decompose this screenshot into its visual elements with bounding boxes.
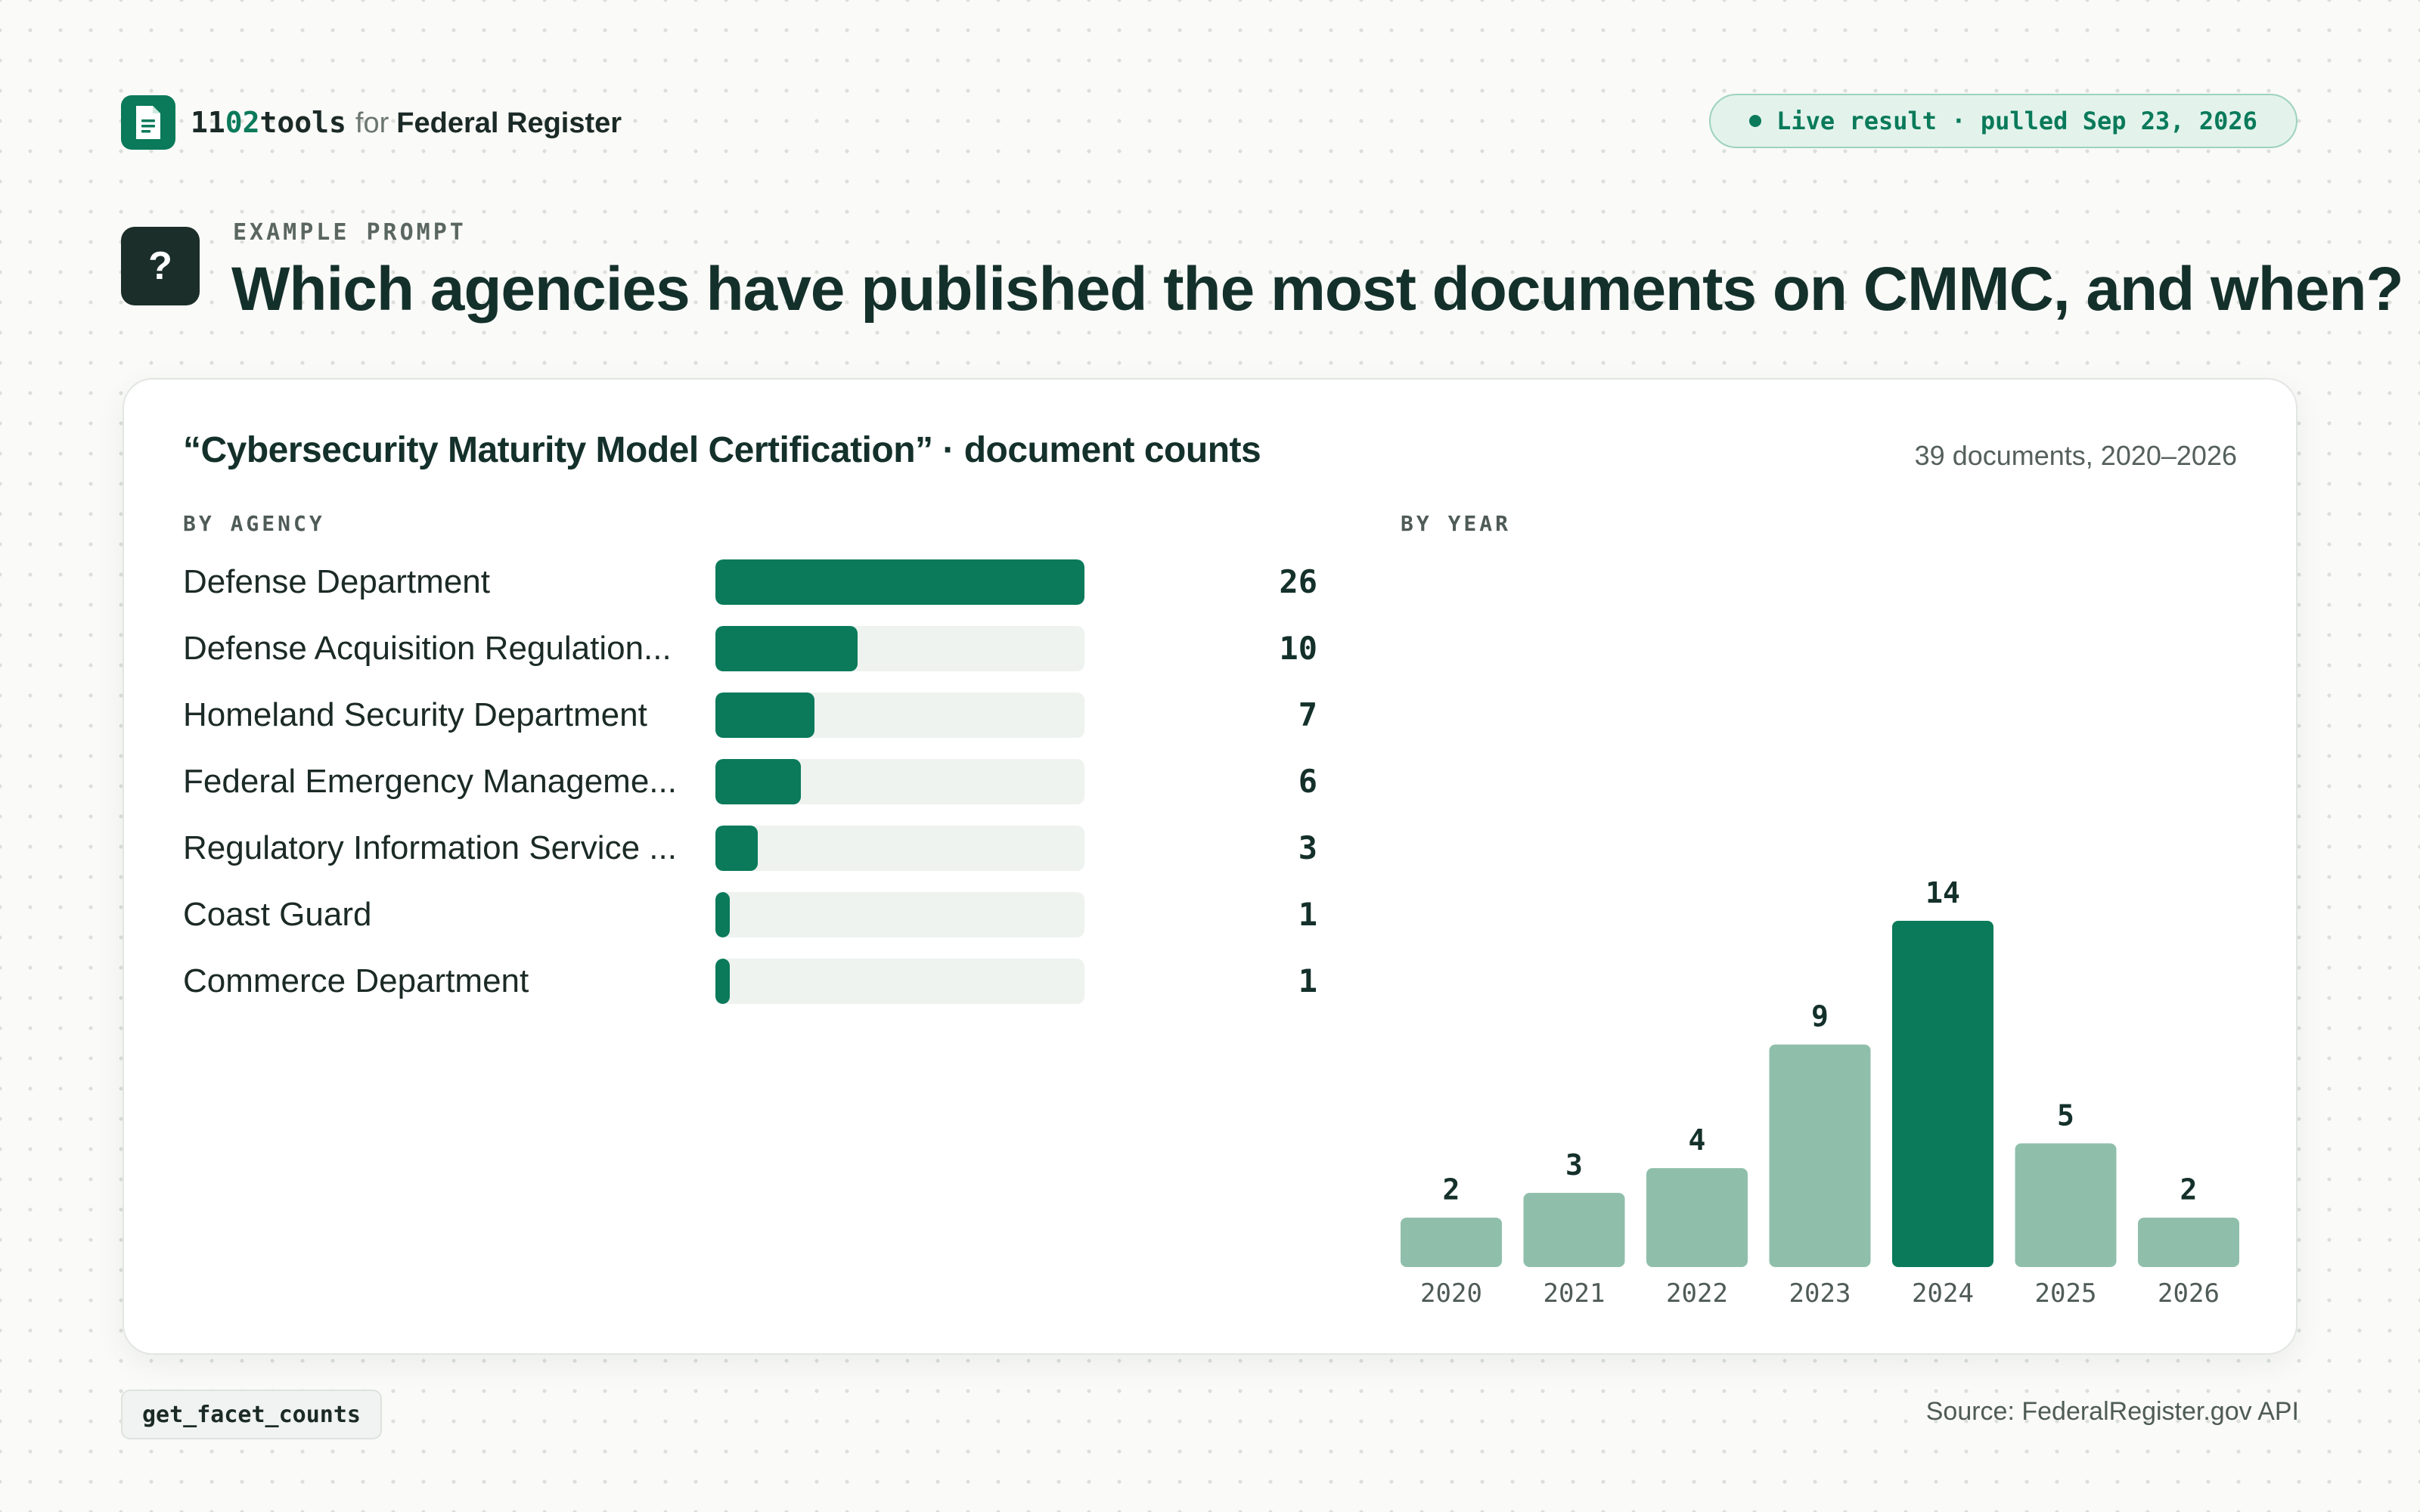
agency-bar [715,892,730,937]
agency-bar [715,826,759,871]
year-bar [1401,1217,1502,1267]
year-value-label: 2 [2180,1173,2198,1207]
year-bar-chart: 2 2020 3 2021 4 2022 9 2023 14 2024 5 2025 2 2026 [1401,876,2239,1309]
agency-label: Defense Department [183,563,490,600]
brand-text: 1102tools for Federal Register [191,106,622,140]
live-status-text: Live result · pulled Sep 23, 2026 [1776,107,2257,135]
year-bar [1769,1044,1871,1267]
agency-value-label: 3 [1298,829,1317,866]
brand: 1102tools for Federal Register [121,95,622,150]
prompt-title: Which agencies have published the most d… [231,255,2404,324]
year-section-label: BY YEAR [1401,511,1512,536]
agency-value-label: 7 [1298,696,1317,733]
results-card: “Cybersecurity Maturity Model Certificat… [123,378,2297,1355]
live-status-badge: Live result · pulled Sep 23, 2026 [1709,94,2297,148]
agency-row: Defense Acquisition Regulation... 10 [183,626,1317,671]
agency-section-label: BY AGENCY [183,511,325,536]
card-title: “Cybersecurity Maturity Model Certificat… [183,430,1261,470]
agency-bar [715,959,730,1004]
agency-bar [715,759,801,804]
year-tick-label: 2022 [1666,1278,1728,1309]
tool-chip: get_facet_counts [121,1390,382,1439]
live-dot-icon [1749,115,1762,127]
agency-label: Commerce Department [183,962,529,999]
prompt-eyebrow: EXAMPLE PROMPT [233,219,467,246]
agency-value-label: 10 [1279,630,1317,667]
agency-row: Regulatory Information Service ... 3 [183,826,1317,871]
year-tick-label: 2025 [2035,1278,2097,1309]
agency-value-label: 1 [1298,896,1317,933]
year-tick-label: 2026 [2158,1278,2220,1309]
year-bar [2015,1143,2117,1267]
year-bar [1646,1168,1748,1267]
agency-label: Federal Emergency Manageme... [183,763,677,800]
agency-bar-track [715,559,1084,605]
year-tick-label: 2023 [1789,1278,1851,1309]
year-value-label: 9 [1811,1000,1829,1033]
year-tick-label: 2024 [1912,1278,1974,1309]
agency-bar-track [715,826,1084,871]
agency-value-label: 1 [1298,962,1317,999]
agency-bar-track [715,959,1084,1004]
agency-bar-track [715,626,1084,671]
year-value-label: 2 [1443,1173,1460,1207]
year-tick-label: 2021 [1544,1278,1606,1309]
question-icon: ? [121,227,200,305]
year-value-label: 14 [1925,876,1960,909]
year-bar [2138,1217,2239,1267]
agency-label: Regulatory Information Service ... [183,829,677,866]
agency-row: Federal Emergency Manageme... 6 [183,759,1317,804]
brand-name: 1102tools [191,105,346,139]
agency-bar-track [715,759,1084,804]
year-bar [1892,921,1993,1267]
agency-row: Commerce Department 1 [183,959,1317,1004]
agency-bar [715,626,858,671]
card-summary: 39 documents, 2020–2026 [1914,440,2237,471]
year-value-label: 5 [2057,1098,2074,1132]
agency-label: Homeland Security Department [183,696,647,733]
document-icon [121,95,175,150]
agency-bar-track [715,892,1084,937]
agency-bar-track [715,692,1084,738]
agency-label: Coast Guard [183,896,372,933]
year-tick-label: 2020 [1420,1278,1482,1309]
agency-value-label: 6 [1298,763,1317,800]
year-value-label: 4 [1689,1123,1706,1157]
agency-row: Coast Guard 1 [183,892,1317,937]
agency-row: Homeland Security Department 7 [183,692,1317,738]
year-value-label: 3 [1565,1148,1583,1182]
brand-product: Federal Register [396,107,622,139]
agency-bar [715,559,1084,605]
year-bar [1523,1192,1625,1267]
agency-label: Defense Acquisition Regulation... [183,630,672,667]
brand-for: for [355,107,389,139]
agency-bar [715,692,815,738]
agency-value-label: 26 [1279,563,1317,600]
source-note: Source: FederalRegister.gov API [1925,1397,2299,1426]
agency-row: Defense Department 26 [183,559,1317,605]
